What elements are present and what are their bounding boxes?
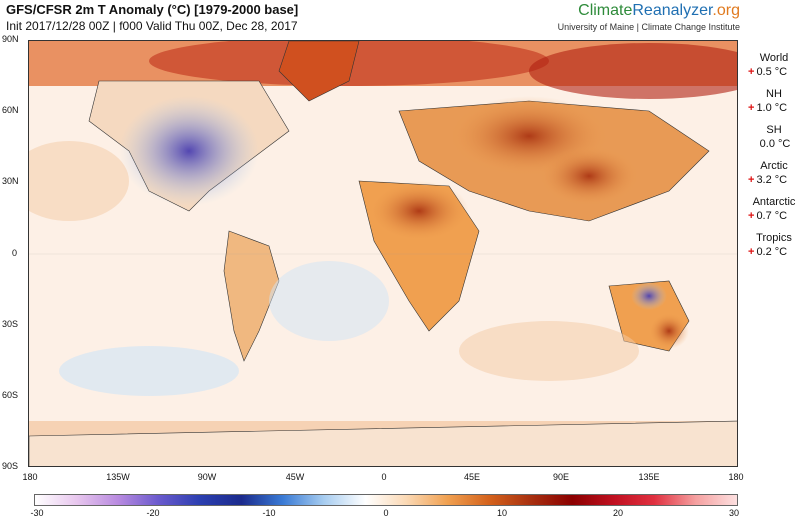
lon-tick-45e: 45E [463,472,481,482]
brand-logo[interactable]: ClimateReanalyzer.org [578,2,740,20]
colorbar-tick: 0 [383,508,389,518]
lon-tick-180e: 180 [728,472,744,482]
stat-sh: SH 0.0 °C [748,124,800,150]
stat-number: 0.0 °C [759,138,791,150]
colorbar-tick: 20 [612,508,624,518]
stat-label: World [759,52,789,64]
stat-value: +0.2 °C [748,246,800,258]
plus-sign: + [748,66,755,78]
colorbar [34,494,738,506]
plus-sign: + [748,102,755,114]
stat-nh: NH +1.0 °C [748,88,800,114]
lon-tick-0: 0 [381,472,387,482]
stat-label: Tropics [756,232,792,244]
map-subtitle: Init 2017/12/28 00Z | f000 Valid Thu 00Z… [6,19,298,33]
stat-number: 0.2 °C [756,246,788,258]
stat-antarctic: Antarctic +0.7 °C [748,196,800,222]
colorbar-tick: 10 [496,508,508,518]
lon-tick-135w: 135W [106,472,130,482]
stat-label: Antarctic [752,196,796,208]
stat-label: Arctic [760,160,788,172]
brand-part-1: Climate [578,2,633,19]
stat-value: +0.7 °C [748,210,800,222]
anomaly-map[interactable] [28,40,738,467]
lat-tick-30s: 30S [2,319,19,329]
stat-value: +0.5 °C [748,66,800,78]
lat-tick-90n: 90N [2,34,19,44]
stat-label: NH [766,88,782,100]
lon-tick-135e: 135E [638,472,660,482]
colorbar-tick: -20 [146,508,160,518]
lon-tick-90w: 90W [197,472,217,482]
stats-panel: World +0.5 °C NH +1.0 °C SH 0.0 °C Arcti… [748,52,800,268]
brand-part-2: Reanalyzer [632,2,713,19]
lon-tick-180w: 180 [22,472,38,482]
stat-world: World +0.5 °C [748,52,800,78]
stat-label: SH [766,124,782,136]
lat-tick-60s: 60S [2,390,19,400]
colorbar-tick: -10 [262,508,276,518]
stat-number: 1.0 °C [756,102,788,114]
stat-number: 3.2 °C [756,174,788,186]
stat-number: 0.7 °C [756,210,788,222]
colorbar-tick: 30 [728,508,740,518]
lon-tick-45w: 45W [285,472,305,482]
lat-tick-90s: 90S [2,461,19,471]
colorbar-tick: -30 [30,508,44,518]
lat-tick-60n: 60N [2,105,19,115]
stat-arctic: Arctic +3.2 °C [748,160,800,186]
stat-value: +3.2 °C [748,174,800,186]
brand-part-3: .org [712,2,740,19]
map-title: GFS/CFSR 2m T Anomaly (°C) [1979-2000 ba… [6,2,299,17]
plus-sign: + [748,210,755,222]
stat-value: +1.0 °C [748,102,800,114]
stat-tropics: Tropics +0.2 °C [748,232,800,258]
lon-tick-90e: 90E [552,472,570,482]
plus-sign: + [748,246,755,258]
lat-tick-0: 0 [12,248,18,258]
plus-sign: + [748,174,755,186]
stat-number: 0.5 °C [756,66,788,78]
stat-value: 0.0 °C [748,138,800,150]
brand-subtitle: University of Maine | Climate Change Ins… [557,22,740,32]
anomaly-map-graphic [29,41,737,466]
lat-tick-30n: 30N [2,176,19,186]
